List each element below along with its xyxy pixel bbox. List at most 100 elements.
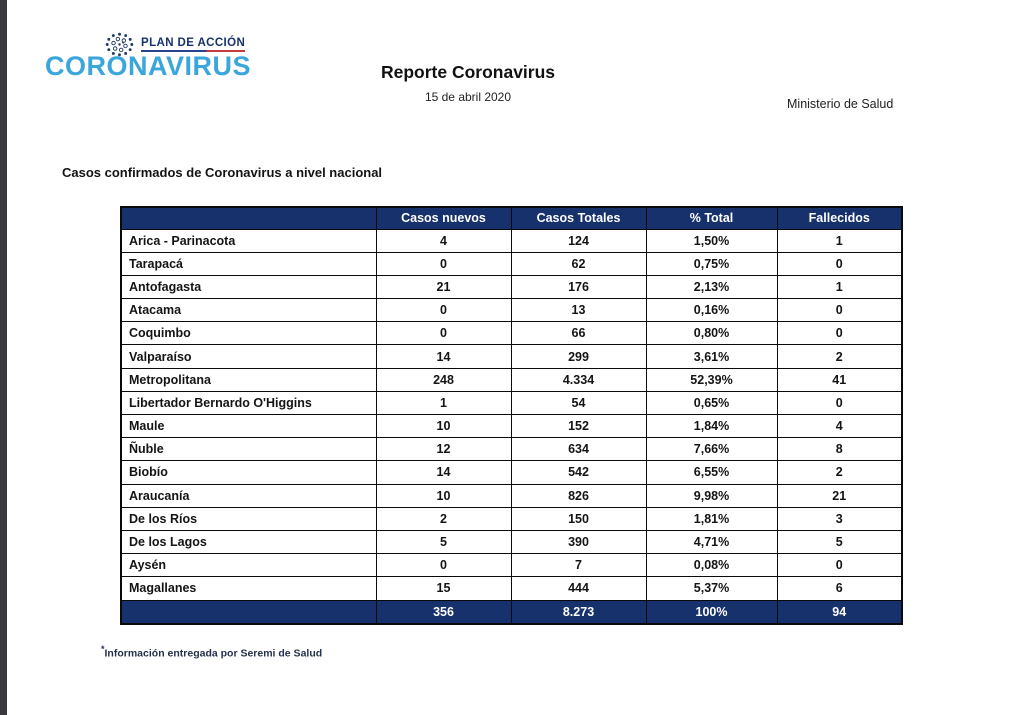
totales-cell: 7 <box>510 553 647 578</box>
region-cell: Araucanía <box>120 483 377 508</box>
fallecidos-cell: 0 <box>776 390 903 416</box>
totales-cell: 634 <box>510 437 647 462</box>
nuevos-cell: 4 <box>375 228 512 253</box>
fallecidos-cell: 0 <box>776 553 903 578</box>
region-cell: Metropolitana <box>120 367 377 392</box>
footnote-text: Información entregada por Seremi de Salu… <box>104 647 323 660</box>
total-nuevos-cell: 356 <box>375 599 512 625</box>
table-header-row: Casos nuevos Casos Totales % Total Falle… <box>120 206 903 230</box>
pct-cell: 1,50% <box>645 228 778 253</box>
total-pct-cell: 100% <box>645 599 778 625</box>
pct-cell: 0,80% <box>645 321 778 346</box>
nuevos-cell: 0 <box>375 321 512 346</box>
totales-cell: 299 <box>510 344 647 369</box>
table-row: Atacama 0 13 0,16% 0 <box>120 298 903 323</box>
column-header-region <box>120 206 377 230</box>
pct-cell: 5,37% <box>645 576 778 601</box>
column-header-fallecidos: Fallecidos <box>776 206 903 230</box>
region-cell: Ñuble <box>120 437 377 462</box>
table-row: Maule 10 152 1,84% 4 <box>120 413 903 439</box>
fallecidos-cell: 0 <box>776 298 903 323</box>
total-empty-cell <box>120 599 377 625</box>
fallecidos-cell: 3 <box>776 506 903 531</box>
region-cell: Magallanes <box>120 576 377 601</box>
table-row: Antofagasta 21 176 2,13% 1 <box>120 274 903 300</box>
nuevos-cell: 248 <box>375 367 512 392</box>
totales-cell: 150 <box>510 506 647 531</box>
logo-brand-text: CORONAVIRUS <box>45 51 252 81</box>
region-cell: Antofagasta <box>120 274 377 300</box>
fallecidos-cell: 1 <box>776 274 903 300</box>
cases-table: Casos nuevos Casos Totales % Total Falle… <box>120 206 903 625</box>
report-date: 15 de abril 2020 <box>424 90 512 104</box>
nuevos-cell: 0 <box>375 553 512 578</box>
table-row: Libertador Bernardo O'Higgins 1 54 0,65% 0 <box>120 390 903 416</box>
pct-cell: 9,98% <box>645 483 778 508</box>
fallecidos-cell: 5 <box>776 529 903 555</box>
nuevos-cell: 15 <box>375 576 512 601</box>
totales-cell: 62 <box>510 251 647 276</box>
totales-cell: 13 <box>510 298 647 323</box>
totales-cell: 152 <box>510 413 647 439</box>
nuevos-cell: 14 <box>375 460 512 485</box>
table-row: De los Ríos 2 150 1,81% 3 <box>120 506 903 531</box>
coronavirus-logo: PLAN DE ACCIÓN CORONAVIRUS <box>45 28 255 86</box>
footnote-marker: * <box>101 644 105 654</box>
pct-cell: 6,55% <box>645 460 778 485</box>
total-fallecidos-cell: 94 <box>776 599 903 625</box>
table-row: Coquimbo 0 66 0,80% 0 <box>120 321 903 346</box>
plan-de-accion-label: PLAN DE ACCIÓN <box>141 37 246 52</box>
title-block: Reporte Coronavirus 15 de abril 2020 <box>348 62 588 104</box>
nuevos-cell: 21 <box>375 274 512 300</box>
table-total-row: 356 8.273 100% 94 <box>120 599 903 625</box>
fallecidos-cell: 0 <box>776 321 903 346</box>
nuevos-cell: 10 <box>375 413 512 439</box>
totales-cell: 4.334 <box>510 367 647 392</box>
column-header-pct-total: % Total <box>645 206 778 230</box>
cases-table-wrapper: Casos nuevos Casos Totales % Total Falle… <box>120 206 903 625</box>
totales-cell: 542 <box>510 460 647 485</box>
table-body: Arica - Parinacota 4 124 1,50% 1 Tarapacá 0 62 0… <box>120 228 903 601</box>
totales-cell: 390 <box>510 529 647 555</box>
nuevos-cell: 2 <box>375 506 512 531</box>
region-cell: Tarapacá <box>120 251 377 276</box>
pct-cell: 7,66% <box>645 437 778 462</box>
nuevos-cell: 12 <box>375 437 512 462</box>
totales-cell: 176 <box>510 274 647 300</box>
nuevos-cell: 5 <box>375 529 512 555</box>
fallecidos-cell: 6 <box>776 576 903 601</box>
totales-cell: 124 <box>510 228 647 253</box>
fallecidos-cell: 2 <box>776 460 903 485</box>
fallecidos-cell: 1 <box>776 228 903 253</box>
table-row: Metropolitana 248 4.334 52,39% 41 <box>120 367 903 392</box>
region-cell: De los Lagos <box>120 529 377 555</box>
table-row: Aysén 0 7 0,08% 0 <box>120 553 903 578</box>
totales-cell: 826 <box>510 483 647 508</box>
pct-cell: 52,39% <box>645 367 778 392</box>
nuevos-cell: 1 <box>375 390 512 416</box>
fallecidos-cell: 0 <box>776 251 903 276</box>
region-cell: Aysén <box>120 553 377 578</box>
column-header-casos-nuevos: Casos nuevos <box>375 206 512 230</box>
column-header-casos-totales: Casos Totales <box>510 206 647 230</box>
total-totales-cell: 8.273 <box>510 599 647 625</box>
pct-cell: 0,08% <box>645 553 778 578</box>
footnote: *Información entregada por Seremi de Sal… <box>101 644 322 660</box>
ministry-label: Ministerio de Salud <box>787 97 894 111</box>
nuevos-cell: 10 <box>375 483 512 508</box>
pct-cell: 0,16% <box>645 298 778 323</box>
left-edge-bar <box>0 0 7 715</box>
fallecidos-cell: 8 <box>776 437 903 462</box>
region-cell: Maule <box>120 413 377 439</box>
table-row: Arica - Parinacota 4 124 1,50% 1 <box>120 228 903 253</box>
region-cell: Atacama <box>120 298 377 323</box>
pct-cell: 1,81% <box>645 506 778 531</box>
pct-cell: 2,13% <box>645 274 778 300</box>
table-row: Valparaíso 14 299 3,61% 2 <box>120 344 903 369</box>
table-row: Ñuble 12 634 7,66% 8 <box>120 437 903 462</box>
pct-cell: 0,65% <box>645 390 778 416</box>
nuevos-cell: 0 <box>375 251 512 276</box>
fallecidos-cell: 4 <box>776 413 903 439</box>
section-title: Casos confirmados de Coronavirus a nivel… <box>62 165 383 180</box>
totales-cell: 66 <box>510 321 647 346</box>
